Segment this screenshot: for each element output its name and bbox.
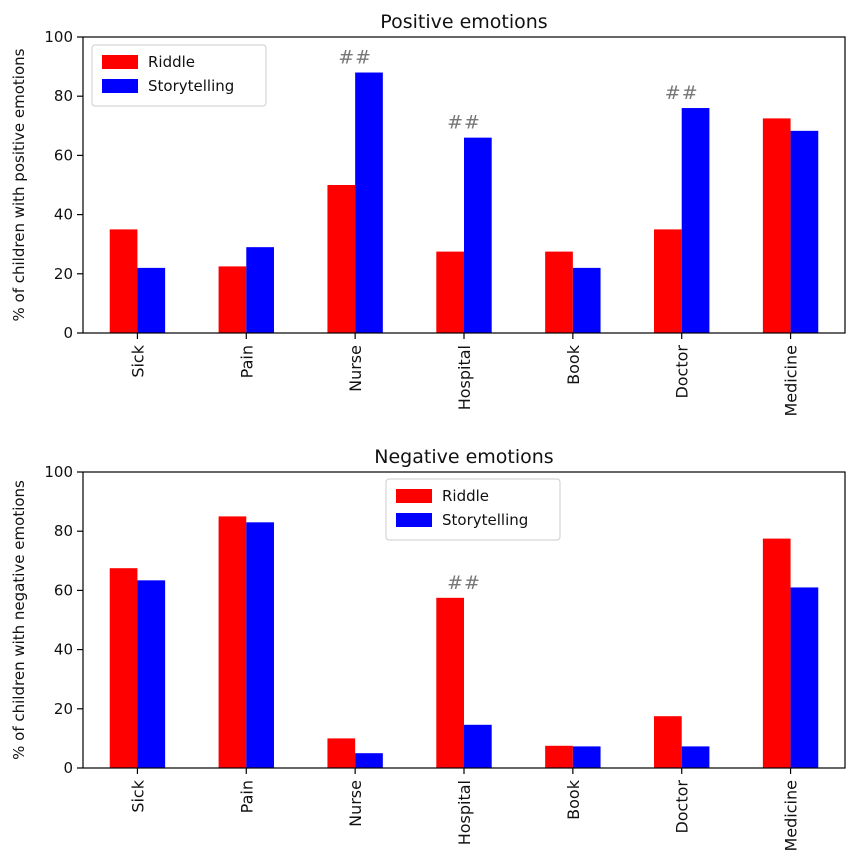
positive-bar-storytelling-sick — [137, 267, 166, 333]
negative-bar-riddle-nurse — [327, 738, 356, 768]
negative-bar-storytelling-medicine — [790, 587, 819, 768]
negative-bar-riddle-hospital — [436, 597, 464, 768]
negative-legend-label-riddle: Riddle — [442, 487, 489, 505]
positive-legend-swatch-riddle — [102, 55, 138, 69]
negative-y-tick-label: 40 — [54, 641, 73, 659]
positive-bar-riddle-sick — [109, 229, 138, 333]
negative-x-tick-label: Hospital — [455, 780, 474, 845]
positive-significance-annotation: ## — [338, 47, 372, 69]
negative-x-tick-label: Doctor — [673, 780, 692, 834]
positive-bar-storytelling-nurse — [355, 72, 383, 334]
positive-bar-riddle-book — [545, 251, 573, 333]
positive-y-tick-label: 0 — [63, 324, 73, 342]
negative-bar-storytelling-sick — [137, 580, 166, 768]
negative-legend-swatch-storytelling — [396, 513, 432, 527]
negative-bar-storytelling-hospital — [464, 724, 492, 768]
negative-x-tick-label: Pain — [237, 780, 256, 813]
negative-y-axis-label: % of children with negative emotions — [10, 480, 28, 760]
positive-bar-storytelling-pain — [246, 247, 274, 333]
negative-chart-title: Negative emotions — [374, 446, 553, 468]
negative-x-tick-label: Medicine — [782, 780, 801, 851]
positive-x-tick-label: Medicine — [782, 345, 801, 416]
positive-bar-riddle-doctor — [654, 229, 682, 333]
negative-x-tick-label: Book — [564, 779, 583, 820]
positive-chart: Positive emotions 0 20 40 60 80 100 % of childr… — [10, 11, 846, 416]
positive-bar-riddle-pain — [218, 266, 247, 333]
positive-x-tick-label: Doctor — [673, 345, 692, 399]
positive-bar-storytelling-book — [572, 267, 601, 333]
negative-bar-riddle-sick — [109, 568, 138, 768]
positive-bar-riddle-nurse — [327, 185, 356, 333]
positive-bar-riddle-medicine — [762, 118, 791, 334]
negative-bar-storytelling-pain — [246, 522, 274, 768]
positive-y-tick-label: 100 — [44, 28, 73, 46]
positive-bar-riddle-hospital — [436, 251, 464, 333]
negative-bar-riddle-book — [545, 745, 573, 768]
negative-y-tick-label: 20 — [54, 700, 73, 718]
positive-chart-title: Positive emotions — [380, 11, 547, 33]
negative-bar-storytelling-nurse — [355, 753, 383, 768]
negative-y-tick-label: 0 — [63, 759, 73, 777]
positive-significance-annotation: ## — [665, 82, 699, 104]
negative-legend-label-storytelling: Storytelling — [442, 511, 528, 529]
positive-bar-storytelling-medicine — [790, 130, 819, 333]
negative-bar-riddle-doctor — [654, 716, 682, 768]
positive-bar-storytelling-hospital — [464, 137, 492, 333]
positive-bar-storytelling-doctor — [681, 108, 710, 333]
positive-legend-label-riddle: Riddle — [148, 53, 195, 71]
positive-y-tick-label: 80 — [54, 87, 73, 105]
positive-legend-label-storytelling: Storytelling — [148, 77, 234, 95]
negative-chart: Negative emotions 0 20 40 60 80 100 % of childr… — [10, 446, 846, 851]
positive-x-tick-label: Hospital — [455, 345, 474, 410]
positive-y-tick-label: 40 — [54, 206, 73, 224]
negative-bar-storytelling-book — [572, 746, 601, 768]
negative-significance-annotation: ## — [447, 572, 481, 594]
positive-x-tick-label: Nurse — [346, 345, 365, 392]
negative-legend-swatch-riddle — [396, 489, 432, 503]
positive-legend-swatch-storytelling — [102, 79, 138, 93]
negative-bar-riddle-medicine — [762, 538, 791, 768]
negative-y-tick-label: 60 — [54, 581, 73, 599]
positive-x-tick-label: Sick — [128, 344, 147, 377]
positive-y-tick-label: 20 — [54, 265, 73, 283]
positive-x-tick-label: Pain — [237, 345, 256, 378]
negative-x-tick-label: Sick — [128, 779, 147, 812]
positive-y-axis-label: % of children with positive emotions — [10, 48, 28, 321]
negative-bar-storytelling-doctor — [681, 746, 710, 768]
negative-y-tick-label: 80 — [54, 522, 73, 540]
positive-y-tick-label: 60 — [54, 146, 73, 164]
positive-significance-annotation: ## — [447, 112, 481, 134]
positive-x-tick-label: Book — [564, 344, 583, 385]
negative-y-tick-label: 100 — [44, 463, 73, 481]
negative-bar-riddle-pain — [218, 516, 247, 768]
negative-x-tick-label: Nurse — [346, 780, 365, 827]
